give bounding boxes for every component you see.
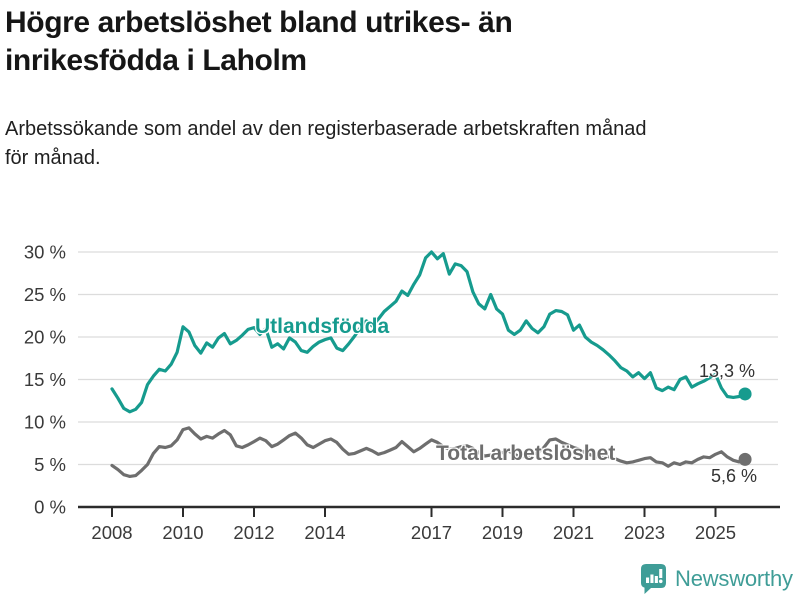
page-title: Högre arbetslöshet bland utrikes- än inr… [5,4,765,80]
series-line-0 [110,250,747,414]
newsworthy-brand-text: Newsworthy [675,566,793,591]
y-axis-label-10: 10 % [24,412,66,433]
x-axis-label-2008: 2008 [91,522,132,543]
x-axis-label-2014: 2014 [304,522,345,543]
x-axis-label-2017: 2017 [411,522,452,543]
series-label-utlandsfodda: Utlandsfödda [255,315,390,338]
x-axis-label-2010: 2010 [162,522,203,543]
newsworthy-logo: Newsworthy [640,563,793,595]
title-line-1: Högre arbetslöshet bland utrikes- än [5,6,513,39]
x-axis-label-2019: 2019 [482,522,523,543]
y-axis-label-20: 20 % [24,327,66,348]
end-value-label-utlandsfodda: 13,3 % [699,361,756,381]
y-axis-label-30: 30 % [24,242,66,263]
subtitle-line-2: för månad. [5,147,101,169]
y-axis-label-25: 25 % [24,284,66,305]
x-axis-label-2021: 2021 [553,522,594,543]
x-axis-label-2025: 2025 [695,522,736,543]
y-axis-label-5: 5 % [34,454,66,475]
series-line-1 [110,426,747,478]
title-line-2: inrikesfödda i Laholm [5,44,307,77]
newsworthy-speech-bubble-bar-chart-icon [641,563,666,594]
end-value-label-total: 5,6 % [711,466,758,486]
y-axis-label-0: 0 % [34,497,66,518]
subtitle-line-1: Arbetssökande som andel av den registerb… [5,118,647,140]
series-end-dot-1 [738,452,752,466]
page-subtitle: Arbetssökande som andel av den registerb… [5,115,785,173]
x-axis-label-2012: 2012 [233,522,274,543]
series-end-dot-0 [738,387,752,401]
y-axis-label-15: 15 % [24,369,66,390]
x-axis-label-2023: 2023 [624,522,665,543]
series-label-total-arbetsloshet: Total arbetslöshet [436,442,616,465]
